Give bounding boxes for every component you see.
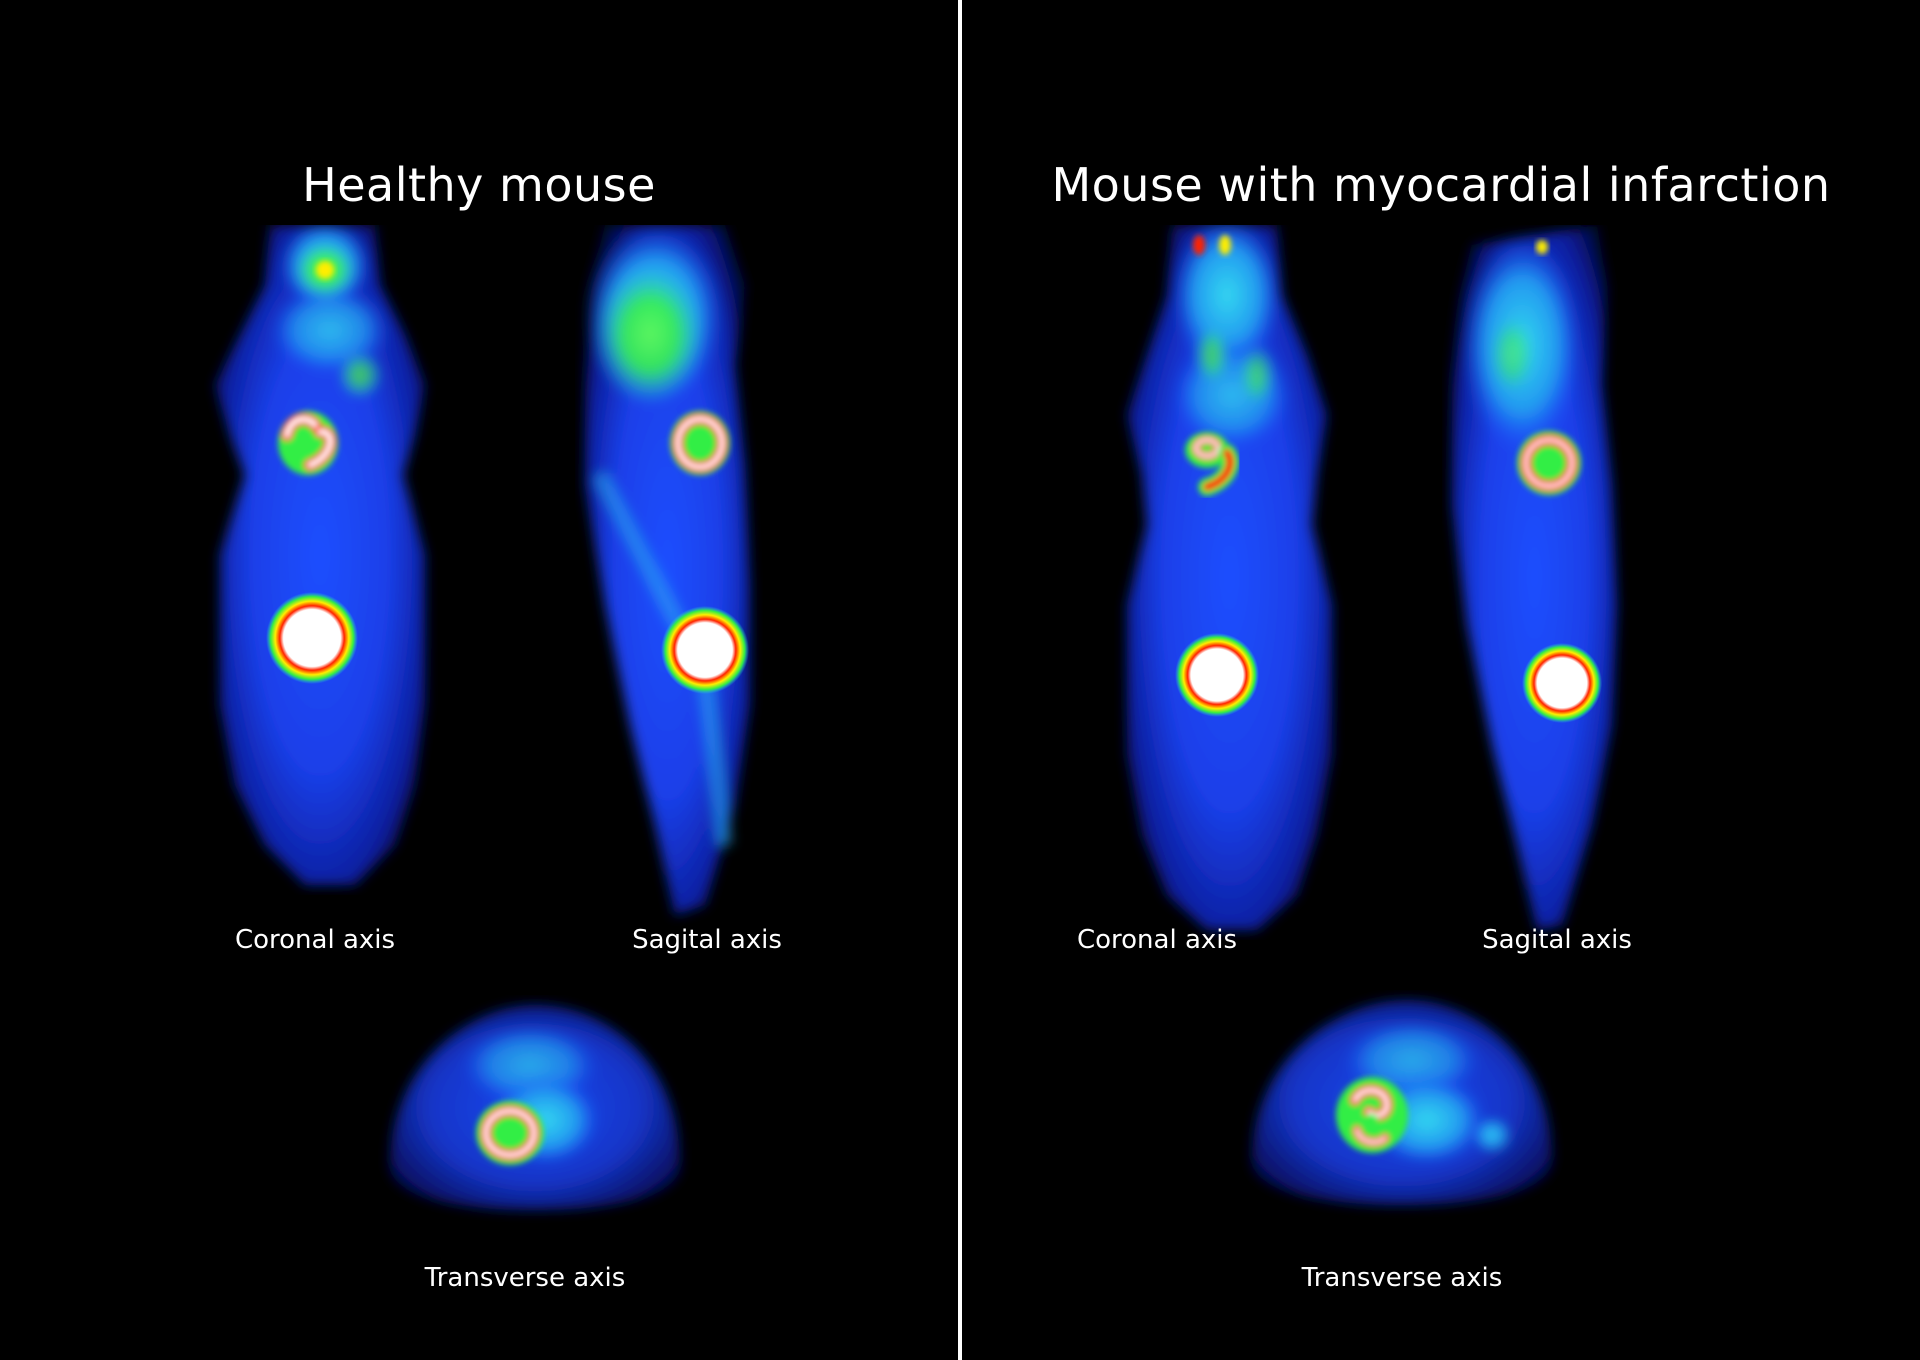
infarction-mouse-title: Mouse with myocardial infarction (1051, 158, 1831, 212)
infarction-coronal-scan (1127, 225, 1332, 930)
healthy-mouse-title: Healthy mouse (302, 158, 656, 212)
infarction-sagittal-caption: Sagital axis (1482, 925, 1632, 955)
infarction-transverse-scan (1252, 1000, 1552, 1205)
healthy-coronal-caption: Coronal axis (234, 925, 396, 955)
healthy-transverse-caption: Transverse axis (424, 1263, 626, 1293)
infarction-sagittal-scan (1452, 225, 1617, 930)
healthy-coronal-scan (215, 225, 425, 885)
infarction-mouse-panel: Mouse with myocardial infarction (962, 0, 1920, 1360)
infarction-transverse-caption: Transverse axis (1301, 1263, 1503, 1293)
healthy-transverse-scan (390, 1005, 680, 1210)
healthy-mouse-panel: Healthy mouse (0, 0, 958, 1360)
infarction-coronal-caption: Coronal axis (1076, 925, 1238, 955)
healthy-sagittal-scan (585, 225, 750, 915)
panel-divider (958, 0, 962, 1360)
healthy-sagittal-caption: Sagital axis (632, 925, 782, 955)
